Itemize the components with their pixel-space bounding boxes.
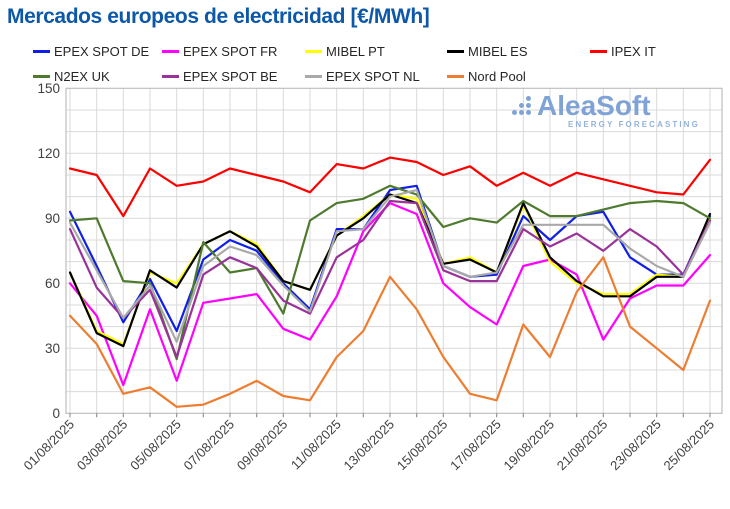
- legend-swatch-mibel-es: [447, 49, 464, 53]
- x-tick-label: 21/08/2025: [554, 417, 611, 474]
- x-tick-label: 05/08/2025: [127, 417, 184, 474]
- x-axis-ticks: [69, 413, 711, 418]
- logo-dots-icon: [512, 94, 533, 119]
- legend-swatch-mibel-pt: [305, 49, 322, 53]
- logo-tagline: ENERGY FORECASTING: [568, 120, 700, 129]
- series-line-n2ex-uk: [68, 184, 712, 361]
- legend-swatch-n2ex-uk: [33, 74, 50, 78]
- series-line-mibel-es: [68, 193, 712, 348]
- y-axis-labels: 0 30 60 90 120 150: [37, 81, 60, 421]
- legend-label: EPEX SPOT BE: [183, 68, 278, 84]
- legend-swatch-epex-spot-de: [33, 49, 50, 53]
- y-tick-label: 30: [45, 341, 60, 356]
- legend-swatch-nord-pool: [447, 74, 464, 78]
- series-line-epex-spot-de: [68, 184, 712, 333]
- legend-label: MIBEL ES: [468, 43, 528, 59]
- legend-label: Nord Pool: [468, 68, 526, 84]
- x-tick-label: 13/08/2025: [340, 417, 397, 474]
- y-tick-label: 120: [37, 146, 60, 161]
- legend-swatch-ipex-it: [590, 49, 607, 53]
- aleasoft-logo: AleaSoft ENERGY FORECASTING: [512, 90, 702, 129]
- legend-item-epex-spot-nl: EPEX SPOT NL: [305, 68, 420, 84]
- series-line-ipex-it: [68, 156, 712, 218]
- x-tick-label: 17/08/2025: [447, 417, 504, 474]
- x-tick-label: 19/08/2025: [500, 417, 557, 474]
- x-tick-label: 03/08/2025: [74, 417, 131, 474]
- x-tick-label: 09/08/2025: [234, 417, 291, 474]
- x-tick-label: 07/08/2025: [180, 417, 237, 474]
- y-tick-label: 60: [45, 276, 60, 291]
- legend-item-epex-spot-fr: EPEX SPOT FR: [162, 43, 277, 59]
- series-line-nord-pool: [68, 256, 712, 408]
- legend-label: MIBEL PT: [326, 43, 385, 59]
- legend-item-epex-spot-de: EPEX SPOT DE: [33, 43, 149, 59]
- x-tick-label: 15/08/2025: [394, 417, 451, 474]
- x-tick-label: 01/08/2025: [20, 417, 77, 474]
- chart-title: Mercados europeos de electricidad [€/MWh…: [7, 5, 430, 28]
- legend-swatch-epex-spot-be: [162, 74, 179, 78]
- legend-label: IPEX IT: [611, 43, 656, 59]
- legend-label: N2EX UK: [54, 68, 110, 84]
- legend-item-nord-pool: Nord Pool: [447, 68, 526, 84]
- legend-swatch-epex-spot-fr: [162, 49, 179, 53]
- legend-item-ipex-it: IPEX IT: [590, 43, 656, 59]
- legend-item-mibel-pt: MIBEL PT: [305, 43, 385, 59]
- x-axis-labels: 01/08/202503/08/202505/08/202507/08/2025…: [20, 417, 717, 474]
- chart-legend: EPEX SPOT DE EPEX SPOT FR MIBEL PT MIBEL ES…: [0, 0, 730, 90]
- legend-swatch-epex-spot-nl: [305, 74, 322, 78]
- legend-item-epex-spot-be: EPEX SPOT BE: [162, 68, 277, 84]
- x-tick-label: 23/08/2025: [607, 417, 664, 474]
- y-tick-label: 0: [52, 406, 60, 421]
- x-tick-label: 11/08/2025: [288, 417, 344, 473]
- legend-label: EPEX SPOT NL: [326, 68, 420, 84]
- legend-item-n2ex-uk: N2EX UK: [33, 68, 110, 84]
- y-tick-label: 150: [37, 81, 60, 96]
- x-tick-label: 25/08/2025: [660, 417, 717, 474]
- legend-label: EPEX SPOT DE: [54, 43, 150, 59]
- plot-border: [65, 87, 723, 414]
- gridlines: [66, 88, 722, 414]
- legend-item-mibel-es: MIBEL ES: [447, 43, 527, 59]
- series-line-epex-spot-nl: [68, 189, 712, 343]
- series-line-epex-spot-fr: [68, 202, 712, 387]
- series-line-epex-spot-be: [68, 199, 712, 359]
- logo-name: AleaSoft: [537, 90, 651, 121]
- y-tick-label: 90: [45, 211, 60, 226]
- legend-label: EPEX SPOT FR: [183, 43, 278, 59]
